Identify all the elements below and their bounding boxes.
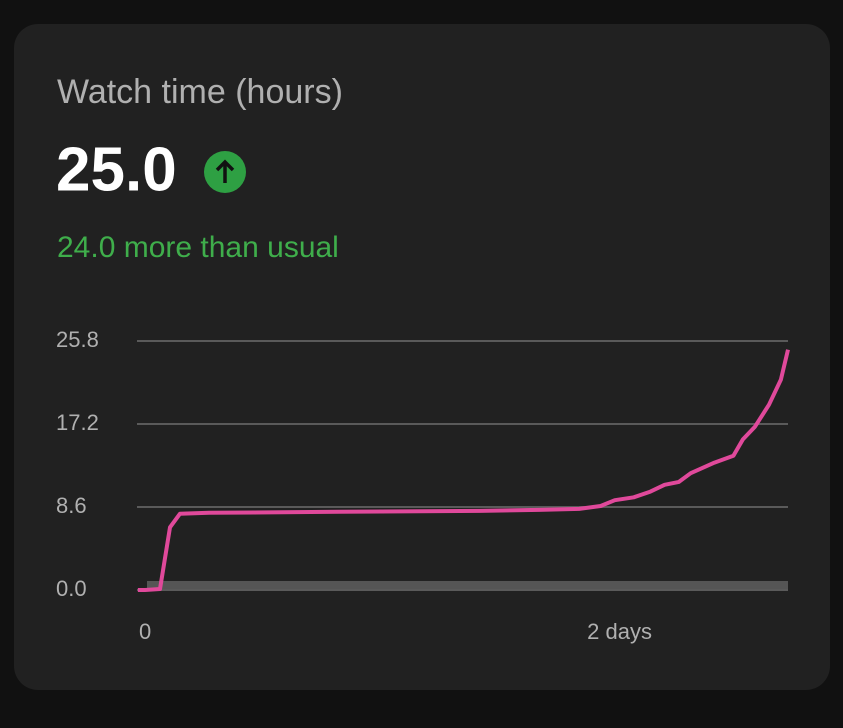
y-tick-label: 25.8 (56, 327, 99, 352)
y-tick-label: 17.2 (56, 410, 99, 435)
card-title: Watch time (hours) (57, 73, 343, 111)
chart: 0.0 8.6 17.2 25.8 0 2 days (56, 327, 790, 644)
metric-delta: 24.0 more than usual (57, 231, 339, 264)
metric-value: 25.0 (56, 135, 177, 204)
y-tick-label: 0.0 (56, 576, 87, 601)
trend-arrow (215, 159, 235, 183)
y-tick-label: 8.6 (56, 493, 87, 518)
baseline-band (147, 581, 788, 590)
line-series (137, 349, 790, 592)
x-tick-label: 2 days (587, 619, 652, 644)
x-tick-label: 0 (139, 619, 151, 644)
